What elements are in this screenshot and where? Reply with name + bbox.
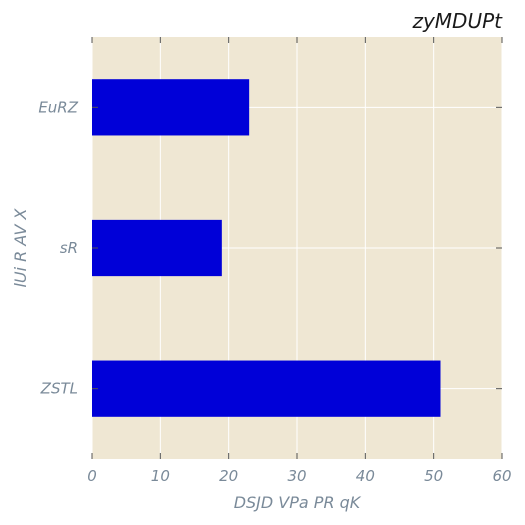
x-tick-label: 60 — [492, 467, 511, 485]
x-tick-label: 20 — [219, 467, 238, 485]
y-tick-label: EuRZ — [38, 98, 78, 116]
x-tick-label: 30 — [287, 467, 306, 485]
x-tick-label: 40 — [356, 467, 375, 485]
x-tick-label: 0 — [87, 467, 97, 485]
x-tick-label: 10 — [151, 467, 170, 485]
bar-eurz — [92, 79, 250, 136]
bars — [92, 79, 441, 417]
y-tick-label: sR — [60, 239, 78, 257]
bar-zstl — [92, 360, 441, 417]
x-tick-labels: 0 10 20 30 40 50 60 — [87, 467, 511, 485]
y-tick-labels: EuRZ sR ZSTL — [38, 98, 78, 397]
bar-sr — [92, 219, 222, 277]
axis-ticks — [91, 37, 503, 459]
x-axis-label: DSJD VPa PR qK — [234, 493, 362, 512]
y-axis-label: lUi R AV X — [11, 207, 30, 287]
y-tick-label: ZSTL — [40, 380, 78, 398]
chart-title: zyMDUPt — [411, 9, 503, 33]
x-tick-label: 50 — [424, 467, 443, 485]
